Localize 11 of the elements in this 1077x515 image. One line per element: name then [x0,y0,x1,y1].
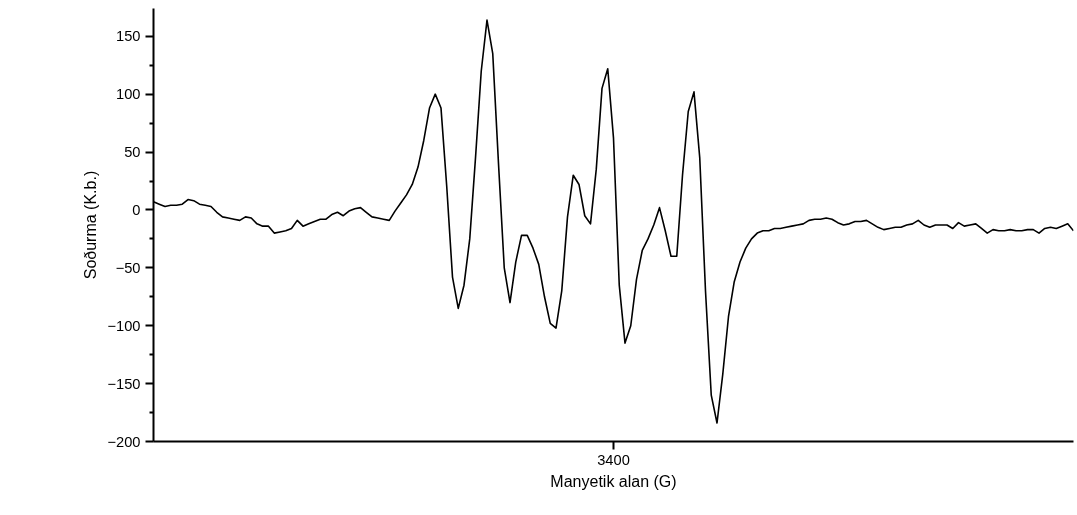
x-tick-label: 3400 [597,451,630,468]
y-axis-title: Soðurma (K.b.) [82,170,100,280]
y-tick-label: −50 [115,259,141,276]
y-tick-label: −200 [107,433,141,450]
y-tick-label: 100 [116,86,141,103]
y-tick-label: −150 [107,375,141,392]
y-tick-label: −100 [107,317,141,334]
y-tick-label: 0 [132,201,141,218]
y-tick-label: 150 [116,28,141,45]
y-tick-label: 50 [124,144,141,161]
x-axis-title: Manyetik alan (G) [550,472,677,490]
